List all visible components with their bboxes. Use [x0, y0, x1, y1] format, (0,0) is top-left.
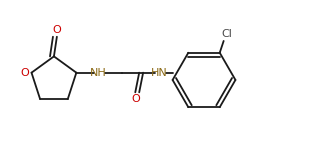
Text: O: O [52, 25, 61, 35]
Text: Cl: Cl [221, 29, 232, 39]
Text: HN: HN [150, 68, 167, 78]
Text: NH: NH [90, 68, 106, 78]
Text: O: O [20, 68, 29, 78]
Text: O: O [131, 94, 140, 104]
